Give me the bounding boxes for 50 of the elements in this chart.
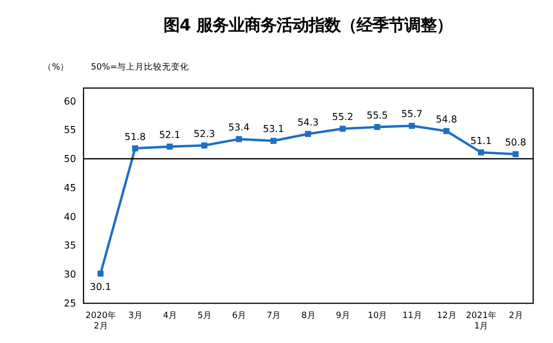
point — [374, 124, 380, 130]
data-label: 55.2 — [332, 112, 354, 124]
x-tick-label: 5月 — [198, 310, 212, 321]
y-tick-label: 25 — [64, 298, 76, 310]
y-tick-label: 55 — [64, 125, 76, 136]
data-label: 55.7 — [401, 109, 422, 120]
data-label: 52.3 — [194, 128, 215, 140]
chart-title: 图4 服务业商务活动指数（经季节调整） — [164, 15, 453, 34]
point — [408, 122, 415, 129]
data-label: 53.1 — [262, 124, 284, 136]
data-label: 53.4 — [228, 122, 250, 134]
x-tick-label: 8月 — [301, 310, 316, 321]
point — [270, 138, 277, 144]
point — [98, 270, 104, 277]
y-tick-label: 40 — [64, 212, 76, 223]
x-tick-label: 2月 — [508, 310, 524, 321]
y-tick-label: 60 — [64, 96, 76, 108]
y-axis-title: （%） — [43, 62, 70, 73]
text: 50%=与上月比较无变化 — [90, 62, 190, 73]
point — [305, 130, 312, 137]
point — [443, 128, 450, 134]
data-label: 30.1 — [90, 282, 112, 293]
point — [512, 151, 519, 158]
y-tick-label: 30 — [64, 270, 76, 281]
y-tick-label: 45 — [64, 182, 76, 194]
point — [132, 145, 138, 152]
y-tick-label: 50 — [64, 154, 76, 166]
data-label: 51.8 — [124, 132, 146, 143]
x-tick-label: 4月 — [162, 310, 178, 321]
x-tick-label: 6月 — [232, 310, 247, 321]
data-label: 50.8 — [504, 138, 526, 149]
data-label: 52.1 — [159, 130, 180, 142]
x-tick-label: 2021年 1月 — [466, 310, 497, 332]
x-tick-label: 11月 — [402, 310, 422, 321]
x-tick-label: 2020年 2月 — [86, 310, 116, 332]
x-tick-label: 10月 — [368, 310, 388, 321]
x-tick-label: 7月 — [266, 310, 282, 321]
point — [166, 144, 173, 150]
data-label: 55.5 — [366, 110, 388, 122]
x-tick-label: 12月 — [436, 310, 457, 321]
x-tick-label: 3月 — [128, 310, 143, 321]
point — [201, 142, 208, 148]
point — [236, 136, 242, 142]
data-label: 54.8 — [436, 114, 458, 126]
point — [478, 149, 484, 156]
y-tick-label: 35 — [64, 240, 76, 252]
data-label: 54.3 — [297, 117, 319, 128]
data-label: 51.1 — [470, 136, 492, 147]
point — [340, 126, 346, 132]
x-tick-label: 9月 — [336, 310, 350, 321]
